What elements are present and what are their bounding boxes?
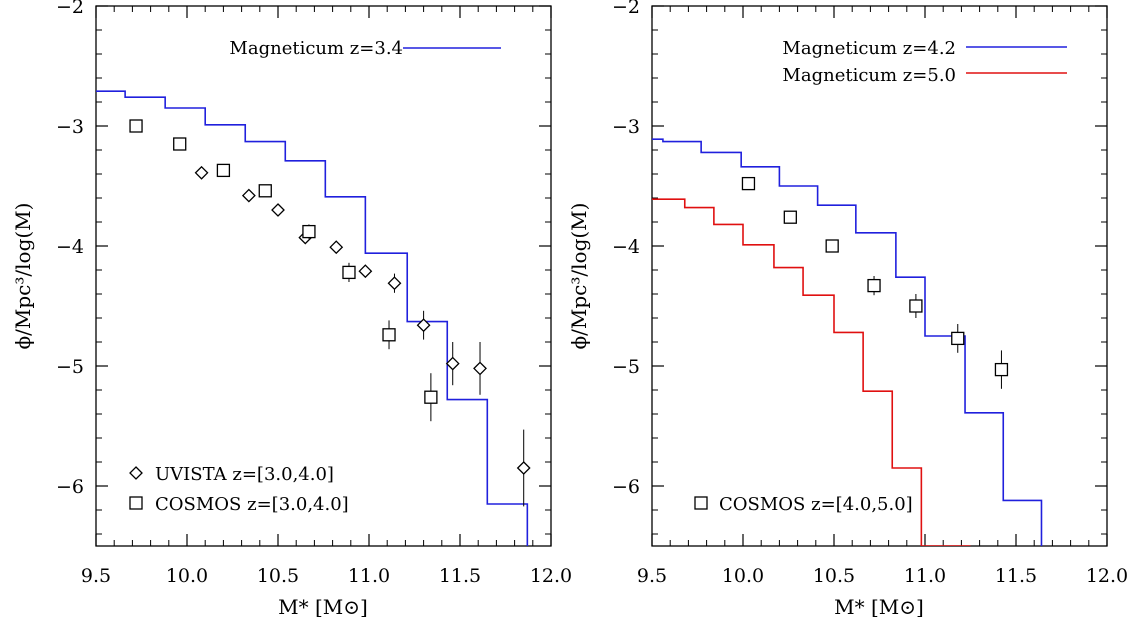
right-y-tick-label: −2	[612, 0, 640, 18]
uvista-z-3-0-4-0-point	[194, 165, 209, 180]
legend-marker-swatch	[694, 496, 708, 510]
left-y-tick-label: −3	[56, 116, 84, 138]
right-x-tick-label: 9.5	[637, 565, 667, 587]
legend-label: COSMOS z=[3.0,4.0]	[155, 494, 349, 515]
legend-label: COSMOS z=[4.0,5.0]	[719, 494, 913, 515]
right-series	[652, 138, 1043, 546]
magneticum-z-5-0-line	[652, 198, 971, 546]
legend-marker-swatch	[129, 496, 143, 510]
right-y-tick-label: −3	[612, 116, 640, 138]
left-y-tick-label: −2	[56, 0, 84, 18]
cosmos-z-3-0-4-0-point	[342, 265, 356, 280]
cosmos-z-4-0-5-0-point	[867, 278, 881, 293]
magneticum-z-4-2-line	[652, 138, 1043, 546]
right-x-tick-label: 11.5	[995, 565, 1037, 587]
legend-label: Magneticum z=3.4	[229, 38, 403, 59]
left-series	[96, 90, 531, 546]
uvista-z-3-0-4-0-point	[271, 203, 285, 217]
uvista-z-3-0-4-0-point	[416, 318, 431, 333]
right-x-tick-label: 10.5	[813, 565, 855, 587]
right-x-axis-label: M* [M⊙]	[834, 595, 924, 619]
left-y-tick-label: −6	[56, 476, 84, 498]
cosmos-z-3-0-4-0-point	[173, 137, 187, 151]
right-y-axis-label: ϕ/Mpc³/log(M)	[567, 203, 591, 350]
left-x-tick-label: 11.0	[348, 565, 390, 587]
cosmos-z-3-0-4-0-point	[382, 328, 396, 342]
uvista-z-3-0-4-0-point	[387, 276, 402, 291]
right-panel: 9.5 10.0 10.5 11.0 11.5 12.0 −2 −3 −4 −5 −6 M* [M⊙…	[567, 0, 1128, 619]
right-y-tick-label: −4	[612, 236, 640, 258]
cosmos-z-3-0-4-0-point	[302, 224, 316, 239]
cosmos-z-3-0-4-0-point	[216, 163, 231, 178]
left-x-axis-label: M* [M⊙]	[278, 595, 368, 619]
cosmos-z-4-0-5-0-point	[825, 239, 839, 253]
left-x-tick-label: 11.5	[439, 565, 481, 587]
left-plot-frame	[95, 5, 552, 547]
right-y-tick-label: −6	[612, 476, 640, 498]
right-y-tick-label: −5	[612, 356, 640, 378]
left-x-tick-label: 9.5	[81, 565, 111, 587]
cosmos-z-4-0-5-0-point	[994, 362, 1009, 377]
left-y-tick-label: −4	[56, 236, 84, 258]
cosmos-z-3-0-4-0-point	[424, 390, 438, 404]
magneticum-z-3-4-line	[96, 90, 529, 546]
right-legend: Magneticum z=4.2 Magneticum z=5.0 COSMOS z…	[694, 38, 1067, 515]
cosmos-z-4-0-5-0-point	[909, 299, 923, 313]
left-y-tick-label: −5	[56, 356, 84, 378]
left-x-tick-label: 10.0	[166, 565, 208, 587]
uvista-z-3-0-4-0-point	[241, 188, 256, 203]
left-y-axis-label: ϕ/Mpc³/log(M)	[11, 203, 35, 350]
legend-label: Magneticum z=5.0	[782, 65, 956, 86]
left-legend: Magneticum z=3.4 UVISTA z=[3.0,4.0] COSMOS…	[129, 38, 501, 515]
cosmos-z-4-0-5-0-point	[951, 331, 965, 346]
left-x-tick-label: 10.5	[257, 565, 299, 587]
cosmos-z-4-0-5-0-point	[783, 210, 797, 224]
uvista-z-3-0-4-0-point	[516, 461, 531, 475]
right-ticks: 9.5 10.0 10.5 11.0 11.5 12.0 −2 −3 −4 −5 −6	[612, 0, 1128, 587]
left-ticks: 9.5 10.0 10.5 11.0 11.5 12.0 −2 −3 −4 −5 −6	[56, 0, 572, 587]
uvista-z-3-0-4-0-point	[473, 361, 487, 376]
legend-label: UVISTA z=[3.0,4.0]	[155, 464, 334, 485]
legend-label: Magneticum z=4.2	[782, 38, 956, 59]
cosmos-z-4-0-5-0-point	[741, 176, 756, 191]
left-panel: 9.5 10.0 10.5 11.0 11.5 12.0 −2 −3 −4 −5 −6 M* [M⊙…	[11, 0, 572, 619]
uvista-z-3-0-4-0-point	[358, 264, 373, 279]
uvista-z-3-0-4-0-point	[445, 356, 460, 371]
uvista-z-3-0-4-0-point	[329, 240, 344, 255]
left-x-tick-label: 12.0	[530, 565, 572, 587]
cosmos-z-3-0-4-0-point	[258, 184, 272, 198]
right-x-tick-label: 12.0	[1086, 565, 1128, 587]
legend-marker-swatch	[129, 466, 143, 480]
right-x-tick-label: 10.0	[722, 565, 764, 587]
right-x-tick-label: 11.0	[904, 565, 946, 587]
right-plot-frame	[651, 5, 1108, 547]
cosmos-z-3-0-4-0-point	[129, 119, 143, 133]
